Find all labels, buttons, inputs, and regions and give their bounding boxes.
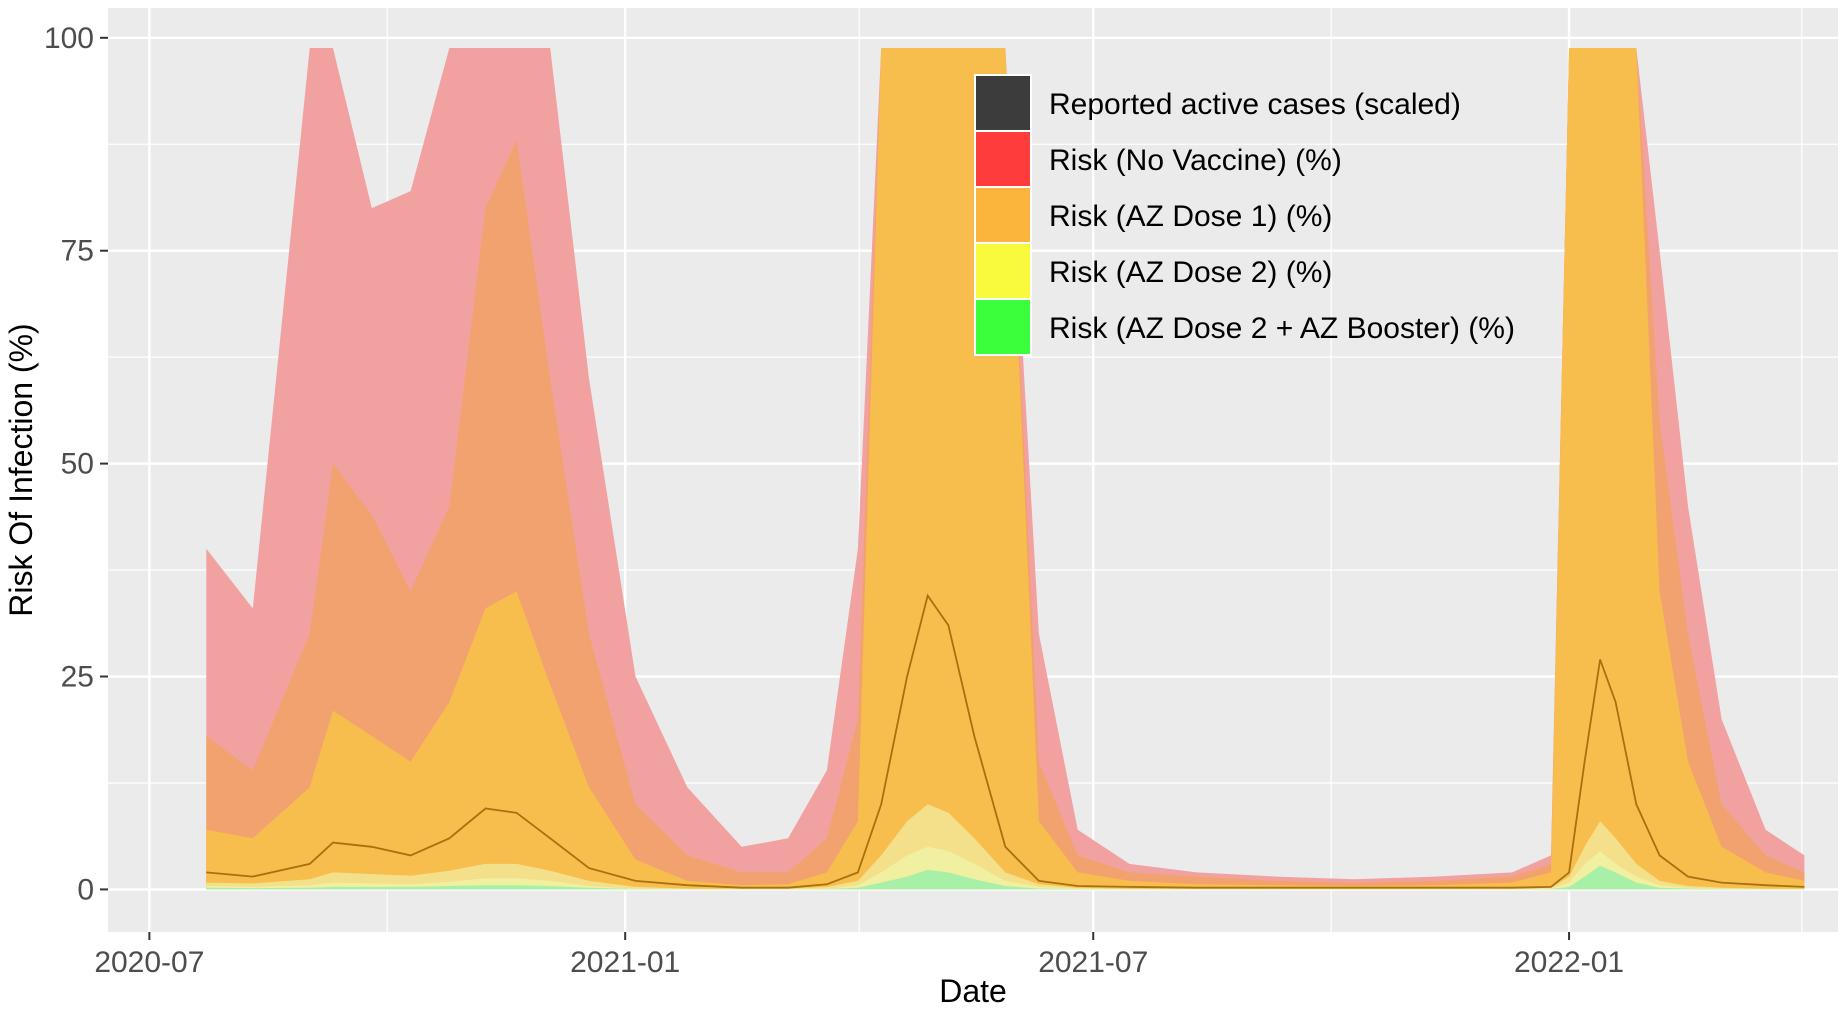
legend-label: Risk (AZ Dose 2 + AZ Booster) (%) bbox=[1049, 312, 1515, 345]
legend-key bbox=[974, 74, 1032, 132]
legend-label: Risk (AZ Dose 2) (%) bbox=[1049, 256, 1332, 289]
risk-area-5 bbox=[206, 865, 1805, 890]
legend-key bbox=[974, 298, 1032, 356]
y-tick-label: 100 bbox=[44, 22, 94, 55]
legend-key bbox=[974, 242, 1032, 300]
x-axis-title: Date bbox=[939, 973, 1007, 1009]
y-tick-label: 25 bbox=[61, 661, 94, 694]
y-tick-label: 75 bbox=[61, 235, 94, 268]
x-tick-label: 2021-07 bbox=[1038, 946, 1148, 979]
legend: Reported active cases (scaled) Risk (No V… bbox=[974, 74, 1515, 356]
x-tick-label: 2021-01 bbox=[570, 946, 680, 979]
x-tick-label: 2020-07 bbox=[94, 946, 204, 979]
cases-line bbox=[206, 593, 1805, 889]
line-series bbox=[206, 593, 1805, 889]
y-axis-title: Risk Of Infection (%) bbox=[3, 323, 39, 616]
axes: 0 25 50 75 100 2020-07 2021-01 2021-07 2022-01 bbox=[44, 22, 1624, 979]
legend-label: Risk (No Vaccine) (%) bbox=[1049, 144, 1342, 177]
y-tick-label: 50 bbox=[61, 448, 94, 481]
legend-label: Reported active cases (scaled) bbox=[1049, 88, 1461, 121]
legend-key bbox=[974, 186, 1032, 244]
area-series bbox=[206, 48, 1805, 890]
legend-key bbox=[974, 130, 1032, 188]
y-tick-label: 0 bbox=[77, 873, 94, 906]
risk-area-2 bbox=[206, 48, 1805, 890]
legend-label: Risk (AZ Dose 1) (%) bbox=[1049, 200, 1332, 233]
x-tick-label: 2022-01 bbox=[1514, 946, 1624, 979]
